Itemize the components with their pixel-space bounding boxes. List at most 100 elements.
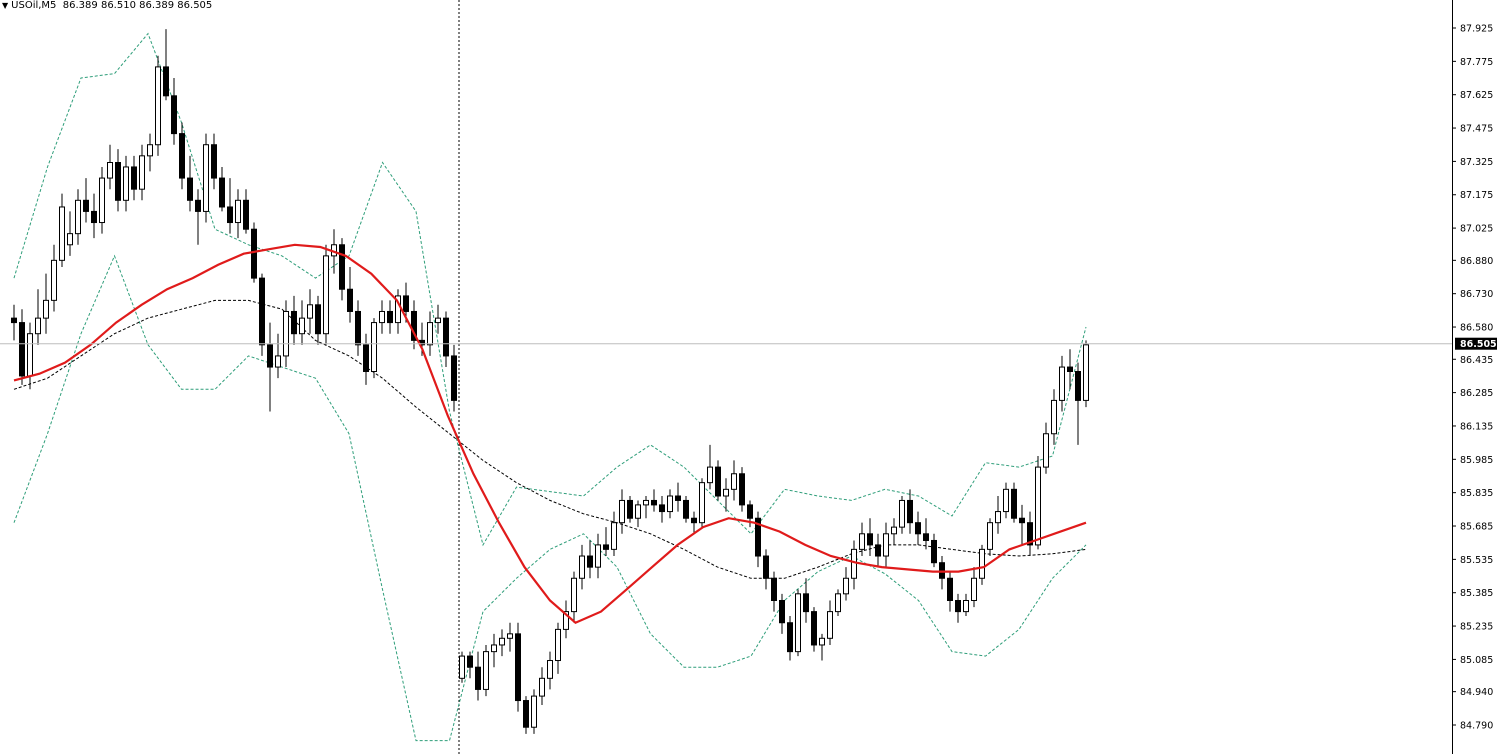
candle-bull — [35, 317, 41, 335]
candle-bull — [307, 304, 313, 319]
candle-bear — [91, 210, 97, 224]
candle-bear — [131, 166, 137, 190]
y-tick-label: 86.285 — [1460, 388, 1493, 399]
candle-bear — [227, 206, 233, 224]
candle-bull — [987, 522, 993, 550]
candle-bear — [219, 177, 225, 208]
candle-bull — [75, 199, 81, 235]
candle-bull — [979, 548, 985, 579]
candle-bear — [355, 310, 361, 346]
candle-bull — [155, 66, 161, 146]
candle-bear — [1019, 517, 1025, 524]
candle-bull — [99, 177, 105, 224]
candle-bear — [11, 317, 17, 324]
candle-bear — [947, 577, 953, 601]
candle-bull — [1043, 433, 1049, 468]
candle-bull — [123, 166, 129, 201]
candle-bull — [27, 333, 33, 377]
candle-bull — [667, 495, 673, 513]
candle-bear — [1027, 522, 1033, 546]
y-tick-label: 87.925 — [1460, 24, 1493, 35]
bollinger-upper-band — [13, 32, 1087, 547]
candle-bear — [675, 495, 681, 501]
candle-bear — [811, 611, 817, 646]
candle-bear — [803, 593, 809, 613]
candle-bull — [723, 488, 729, 497]
candle-bear — [915, 522, 921, 535]
candle-bull — [891, 526, 897, 535]
candle-bear — [251, 228, 257, 279]
bollinger-lower-band — [13, 254, 1087, 742]
chevron-down-icon[interactable]: ▼ — [2, 1, 9, 10]
y-tick-label: 85.085 — [1460, 655, 1493, 666]
ohlc-readout: 86.389 86.510 86.389 86.505 — [62, 0, 213, 11]
candle-bull — [491, 644, 497, 653]
ema-line — [13, 243, 1087, 624]
candle-bear — [779, 599, 785, 624]
candle-bear — [955, 599, 961, 613]
current-price-label: 86.505 — [1460, 339, 1497, 350]
candle-bull — [107, 162, 113, 179]
candle-bull — [51, 259, 57, 301]
candle-bear — [243, 199, 249, 230]
candle-bull — [275, 355, 281, 368]
candle-bull — [851, 548, 857, 579]
current-price-tag — [1455, 337, 1497, 350]
candle-bear — [603, 544, 609, 550]
candle-bear — [939, 562, 945, 579]
candle-bull — [635, 504, 641, 519]
candle-bull — [435, 317, 441, 324]
candle-bull — [555, 628, 561, 662]
candle-bear — [867, 533, 873, 546]
candle-bear — [747, 504, 753, 519]
candle-bear — [523, 700, 529, 728]
candle-bear — [875, 544, 881, 557]
candle-bear — [171, 95, 177, 135]
candle-bull — [427, 322, 433, 346]
candle-bear — [515, 633, 521, 702]
candle-bull — [883, 533, 889, 557]
candle-bear — [739, 473, 745, 506]
candle-bull — [1059, 366, 1065, 401]
y-tick-label: 85.685 — [1460, 522, 1493, 533]
y-tick-label: 86.135 — [1460, 421, 1493, 432]
y-tick-label: 86.730 — [1460, 289, 1493, 300]
candle-bear — [475, 666, 481, 690]
candle-bear — [771, 577, 777, 601]
candle-bull — [59, 206, 65, 261]
candle-bull — [283, 310, 289, 357]
candle-bull — [731, 473, 737, 490]
candle-bear — [1067, 366, 1073, 372]
candle-bear — [651, 499, 657, 506]
y-tick-label: 85.835 — [1460, 488, 1493, 499]
candle-bear — [187, 177, 193, 201]
candle-bear — [411, 310, 417, 341]
candle-bear — [467, 655, 473, 668]
candle-bear — [787, 622, 793, 653]
candle-bull — [563, 611, 569, 630]
candle-bear — [1011, 488, 1017, 519]
candle-bull — [43, 299, 49, 319]
candle-bear — [115, 162, 121, 201]
candle-bear — [363, 344, 369, 372]
candle-bear — [1075, 370, 1081, 401]
candle-bull — [499, 637, 505, 646]
candle-bull — [547, 660, 553, 679]
candle-bull — [795, 593, 801, 653]
candle-bear — [923, 533, 929, 541]
candle-bull — [835, 593, 841, 613]
candle-bear — [715, 466, 721, 497]
candle-bull — [531, 695, 537, 728]
symbol-label: USOil,M5 — [11, 0, 57, 11]
y-tick-label: 85.385 — [1460, 588, 1493, 599]
y-tick-label: 86.880 — [1460, 256, 1493, 267]
candle-bear — [387, 310, 393, 324]
candle-bull — [299, 317, 305, 335]
candle-bull — [459, 655, 465, 679]
candle-bull — [619, 499, 625, 524]
candle-bear — [683, 499, 689, 519]
y-tick-label: 87.475 — [1460, 124, 1493, 135]
